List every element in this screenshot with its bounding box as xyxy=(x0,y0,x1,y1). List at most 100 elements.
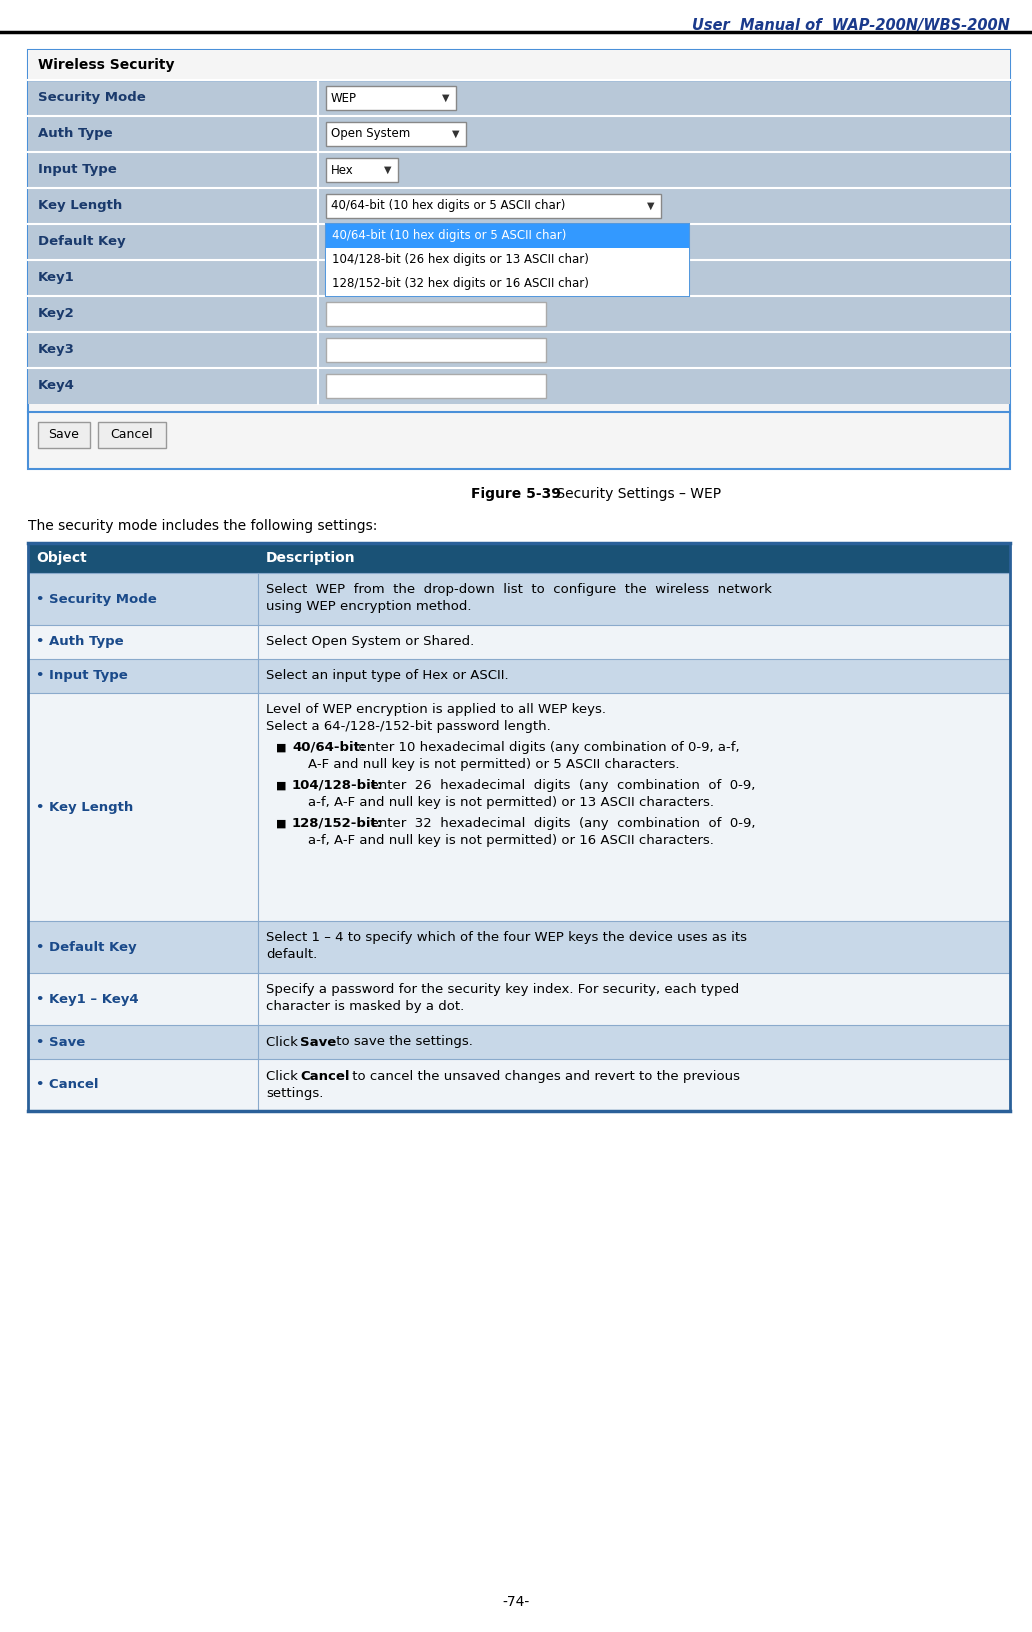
Text: Click: Click xyxy=(266,1071,302,1084)
Bar xyxy=(28,51,1010,80)
Text: Default Key: Default Key xyxy=(38,235,126,248)
Bar xyxy=(318,152,1010,188)
Text: 40/64-bit (10 hex digits or 5 ASCII char): 40/64-bit (10 hex digits or 5 ASCII char… xyxy=(331,199,566,212)
Text: -74-: -74- xyxy=(503,1594,529,1609)
Text: Cancel: Cancel xyxy=(300,1071,350,1084)
Text: using WEP encryption method.: using WEP encryption method. xyxy=(266,601,472,614)
Text: 104/128-bit:: 104/128-bit: xyxy=(292,778,383,792)
Bar xyxy=(326,302,546,326)
Text: The security mode includes the following settings:: The security mode includes the following… xyxy=(28,519,378,534)
Bar xyxy=(28,543,1010,573)
Text: 40/64-bit:: 40/64-bit: xyxy=(292,741,365,754)
Text: Click: Click xyxy=(266,1035,302,1048)
Bar xyxy=(326,248,689,273)
Bar xyxy=(326,374,546,398)
Text: • Save: • Save xyxy=(36,1035,86,1048)
Text: 128/152-bit (32 hex digits or 16 ASCII char): 128/152-bit (32 hex digits or 16 ASCII c… xyxy=(332,277,589,290)
Text: Figure 5-39: Figure 5-39 xyxy=(471,486,561,501)
Text: 104/128-bit (26 hex digits or 13 ASCII char): 104/128-bit (26 hex digits or 13 ASCII c… xyxy=(332,253,589,266)
Bar xyxy=(326,86,456,109)
Text: • Key Length: • Key Length xyxy=(36,801,133,813)
Text: • Cancel: • Cancel xyxy=(36,1079,98,1092)
Bar xyxy=(28,694,1010,920)
Text: WEP: WEP xyxy=(331,91,357,104)
Text: Select 1 – 4 to specify which of the four WEP keys the device uses as its: Select 1 – 4 to specify which of the fou… xyxy=(266,930,747,943)
Bar xyxy=(28,80,1010,116)
Text: Input Type: Input Type xyxy=(38,163,117,176)
Bar xyxy=(38,423,90,449)
Text: ■: ■ xyxy=(276,780,287,790)
Text: a-f, A-F and null key is not permitted) or 16 ASCII characters.: a-f, A-F and null key is not permitted) … xyxy=(308,834,714,847)
Bar xyxy=(28,152,1010,188)
Bar xyxy=(28,573,1010,625)
Text: Key2: Key2 xyxy=(38,307,74,320)
Text: ▼: ▼ xyxy=(452,129,459,139)
Text: 40/64-bit (10 hex digits or 5 ASCII char): 40/64-bit (10 hex digits or 5 ASCII char… xyxy=(332,230,567,243)
Text: default.: default. xyxy=(266,948,317,961)
Text: enter 10 hexadecimal digits (any combination of 0-9, a-f,: enter 10 hexadecimal digits (any combina… xyxy=(350,741,740,754)
Text: Key1: Key1 xyxy=(38,271,74,284)
Text: Description: Description xyxy=(266,552,356,565)
Bar xyxy=(326,266,546,290)
Text: • Input Type: • Input Type xyxy=(36,669,128,682)
Bar xyxy=(326,194,662,219)
Text: Hex: Hex xyxy=(331,163,354,176)
Text: Key Length: Key Length xyxy=(38,199,122,212)
Text: Select Open System or Shared.: Select Open System or Shared. xyxy=(266,635,475,648)
Text: • Key1 – Key4: • Key1 – Key4 xyxy=(36,992,138,1005)
Text: • Auth Type: • Auth Type xyxy=(36,635,124,648)
Text: • Security Mode: • Security Mode xyxy=(36,592,157,605)
Text: Wireless Security: Wireless Security xyxy=(38,59,174,72)
Bar xyxy=(318,188,1010,224)
Text: Select a 64-/128-/152-bit password length.: Select a 64-/128-/152-bit password lengt… xyxy=(266,720,551,733)
Text: ▼: ▼ xyxy=(443,93,450,103)
Bar xyxy=(28,973,1010,1025)
Text: settings.: settings. xyxy=(266,1087,323,1100)
Bar xyxy=(28,224,1010,259)
Bar xyxy=(28,367,1010,405)
Text: Save: Save xyxy=(300,1035,336,1048)
Text: ▼: ▼ xyxy=(647,201,654,211)
Bar xyxy=(28,1025,1010,1059)
Bar xyxy=(326,122,466,145)
Text: to cancel the unsaved changes and revert to the previous: to cancel the unsaved changes and revert… xyxy=(348,1071,740,1084)
Bar xyxy=(28,1059,1010,1111)
Bar xyxy=(98,423,166,449)
Bar xyxy=(28,331,1010,367)
Text: 128/152-bit:: 128/152-bit: xyxy=(292,818,383,831)
Text: character is masked by a dot.: character is masked by a dot. xyxy=(266,1000,464,1013)
Text: Open System: Open System xyxy=(331,127,411,140)
Bar xyxy=(28,51,1010,468)
Bar xyxy=(326,224,689,248)
Text: Key4: Key4 xyxy=(38,380,75,393)
Text: Security Settings – WEP: Security Settings – WEP xyxy=(552,486,721,501)
Bar xyxy=(326,338,546,362)
Bar xyxy=(318,116,1010,152)
Bar xyxy=(326,158,398,183)
Text: User  Manual of  WAP-200N/WBS-200N: User Manual of WAP-200N/WBS-200N xyxy=(692,18,1010,33)
Text: Security Mode: Security Mode xyxy=(38,91,146,104)
Text: Specify a password for the security key index. For security, each typed: Specify a password for the security key … xyxy=(266,982,739,996)
Text: Select an input type of Hex or ASCII.: Select an input type of Hex or ASCII. xyxy=(266,669,509,682)
Text: A-F and null key is not permitted) or 5 ASCII characters.: A-F and null key is not permitted) or 5 … xyxy=(308,757,679,770)
Text: Save: Save xyxy=(49,429,79,442)
Bar xyxy=(28,920,1010,973)
Bar xyxy=(28,625,1010,659)
Text: Select  WEP  from  the  drop-down  list  to  configure  the  wireless  network: Select WEP from the drop-down list to co… xyxy=(266,583,772,596)
Text: ■: ■ xyxy=(276,819,287,829)
Bar xyxy=(28,295,1010,331)
Bar xyxy=(326,273,689,295)
Text: ▼: ▼ xyxy=(384,165,392,175)
Text: to save the settings.: to save the settings. xyxy=(332,1035,473,1048)
Bar xyxy=(28,259,1010,295)
Bar xyxy=(28,659,1010,694)
Bar xyxy=(28,188,1010,224)
Bar xyxy=(28,116,1010,152)
Text: enter  26  hexadecimal  digits  (any  combination  of  0-9,: enter 26 hexadecimal digits (any combina… xyxy=(361,778,755,792)
Text: • Default Key: • Default Key xyxy=(36,940,136,953)
Bar xyxy=(326,224,689,295)
Text: ■: ■ xyxy=(276,743,287,752)
Text: Level of WEP encryption is applied to all WEP keys.: Level of WEP encryption is applied to al… xyxy=(266,703,606,716)
Text: a-f, A-F and null key is not permitted) or 13 ASCII characters.: a-f, A-F and null key is not permitted) … xyxy=(308,796,714,809)
Text: Key3: Key3 xyxy=(38,343,75,356)
